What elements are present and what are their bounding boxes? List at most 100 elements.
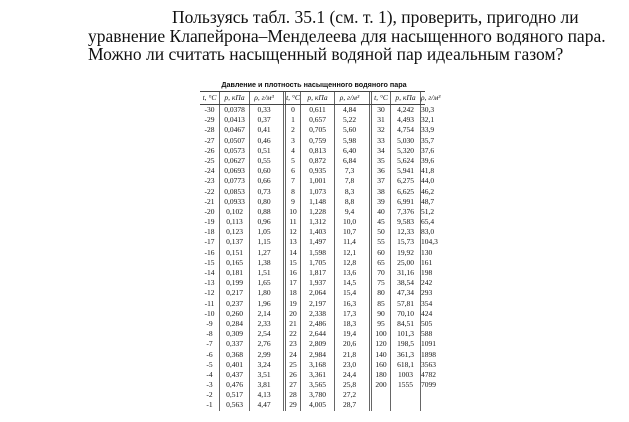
cell-temperature: -11	[204, 298, 215, 308]
cell-pressure: 2,984	[300, 349, 334, 360]
cell-temperature: 180	[369, 369, 390, 381]
cell-pressure: 0,199	[219, 278, 249, 289]
cell-temperature: 50	[369, 227, 390, 238]
cell-density: 11,4	[334, 237, 364, 248]
cell-temperature: 19	[283, 298, 300, 309]
cell-pressure: 1,497	[300, 237, 334, 248]
cell-pressure: 0,0507	[219, 135, 249, 146]
cell-density: 0,60	[249, 166, 278, 177]
cell-density: 41,8	[420, 166, 435, 177]
cell-density: 424	[420, 308, 433, 319]
cell-pressure: 31,16	[390, 268, 420, 279]
cell-pressure: 0,0413	[219, 115, 249, 126]
cell-pressure: 1,598	[300, 247, 334, 258]
cell-pressure: 84,51	[390, 318, 420, 330]
table-row: -30 0,0378 0,33 0 0,611 4,84 30 4,242 30,3	[200, 105, 434, 116]
cell-temperature: 12	[283, 227, 300, 238]
cell-density: 44,0	[420, 176, 435, 187]
cell-pressure	[390, 390, 420, 401]
cell-temperature: 29	[283, 400, 300, 411]
cell-pressure: 0,759	[300, 135, 334, 146]
cell-pressure: 3,361	[300, 369, 334, 381]
cell-pressure: 0,151	[219, 247, 249, 258]
table-row: -27 0,0507 0,46 3 0,759 5,98 33 5,030 35,7	[200, 135, 434, 146]
cell-density: 12,1	[334, 247, 364, 258]
cell-density: 18,3	[334, 318, 364, 330]
cell-pressure: 0,705	[300, 125, 334, 136]
cell-pressure: 9,583	[390, 217, 420, 228]
table-row: -11 0,237 1,96 19 2,197 16,3 85 57,81 354	[200, 298, 432, 309]
cell-density: 48,7	[420, 196, 435, 207]
cell-pressure: 25,00	[390, 257, 420, 269]
cell-temperature: 25	[283, 359, 300, 370]
cell-temperature: -24	[204, 166, 215, 176]
cell-pressure: 0,0573	[219, 145, 249, 156]
vapor-pressure-table: t, °C p, кПа ρ, г/м³ t, °C p, кПа ρ, г/м³ t, °…	[200, 91, 440, 411]
cell-pressure: 0,657	[300, 115, 334, 126]
cell-density: 9,4	[334, 206, 364, 218]
cell-density: 12,8	[334, 257, 364, 269]
cell-temperature: 10	[283, 206, 300, 218]
cell-density: 7,3	[334, 166, 364, 177]
cell-density: 15,4	[334, 288, 364, 299]
table-row: -3 0,476 3,81 27 3,565 25,8 200 1555 7099	[200, 380, 436, 391]
cell-pressure: 0,476	[219, 380, 249, 391]
cell-density: 161	[420, 257, 433, 269]
header-density: ρ, г/м³	[334, 92, 364, 104]
cell-temperature: 80	[369, 288, 390, 299]
cell-temperature: 0	[283, 105, 300, 116]
cell-pressure: 1,705	[300, 257, 334, 269]
table-row: -16 0,151 1,27 14 1,598 12,1 60 19,92 130	[200, 247, 433, 258]
cell-temperature: 95	[369, 318, 390, 330]
cell-pressure: 0,113	[219, 217, 249, 228]
cell-temperature: -9	[206, 318, 213, 328]
cell-pressure: 0,181	[219, 268, 249, 279]
table-row: -18 0,123 1,05 12 1,403 10,7 50 12,33 83,0	[200, 227, 434, 238]
cell-temperature: 60	[369, 247, 390, 258]
cell-density: 130	[420, 247, 433, 258]
cell-pressure: 12,33	[390, 227, 420, 238]
cell-pressure: 0,284	[219, 318, 249, 330]
cell-pressure: 1,148	[300, 196, 334, 207]
table-row: -24 0,0693 0,60 6 0,935 7,3 36 5,941 41,8	[200, 166, 435, 177]
cell-pressure: 0,0693	[219, 166, 249, 177]
cell-density: 3,81	[249, 380, 278, 391]
cell-pressure: 0,813	[300, 145, 334, 156]
cell-pressure: 0,260	[219, 308, 249, 319]
cell-temperature: 9	[283, 196, 300, 207]
cell-temperature: 27	[283, 380, 300, 391]
cell-density: 2,14	[249, 308, 278, 319]
cell-density: 4782	[420, 369, 436, 381]
cell-density: 10,7	[334, 227, 364, 238]
cell-temperature	[369, 400, 390, 411]
cell-density: 20,6	[334, 339, 364, 350]
table-row: -1 0,563 4,47 29 4,005 28,7	[200, 400, 425, 411]
cell-temperature: 35	[369, 155, 390, 167]
cell-temperature: 55	[369, 237, 390, 248]
cell-temperature: -22	[204, 186, 215, 196]
cell-density: 17,3	[334, 308, 364, 319]
cell-pressure: 0,401	[219, 359, 249, 370]
table-row: -19 0,113 0,96 11 1,312 10,0 45 9,583 65,4	[200, 217, 434, 228]
cell-density: 0,41	[249, 125, 278, 136]
cell-pressure: 0,872	[300, 155, 334, 167]
cell-temperature: 8	[283, 186, 300, 197]
cell-pressure: 2,809	[300, 339, 334, 350]
cell-density: 1,05	[249, 227, 278, 238]
cell-density: 3563	[420, 359, 436, 370]
cell-pressure: 6,625	[390, 186, 420, 197]
cell-temperature: 24	[283, 349, 300, 360]
cell-density: 32,1	[420, 115, 435, 126]
cell-pressure: 3,168	[300, 359, 334, 370]
problem-text: Пользуясь табл. 35.1 (см. т. 1), провери…	[88, 7, 606, 64]
table-row: -23 0,0773 0,66 7 1,001 7,8 37 6,275 44,0	[200, 176, 435, 187]
cell-temperature: -14	[204, 268, 215, 277]
table-row: -28 0,0467 0,41 2 0,705 5,60 32 4,754 33,9	[200, 125, 434, 136]
cell-density: 2,33	[249, 318, 278, 330]
cell-density: 13,6	[334, 268, 364, 279]
cell-temperature: 37	[369, 176, 390, 187]
cell-pressure: 70,10	[390, 308, 420, 319]
cell-temperature: -2	[206, 390, 213, 400]
cell-pressure: 5,030	[390, 135, 420, 146]
cell-density: 0,73	[249, 186, 278, 197]
